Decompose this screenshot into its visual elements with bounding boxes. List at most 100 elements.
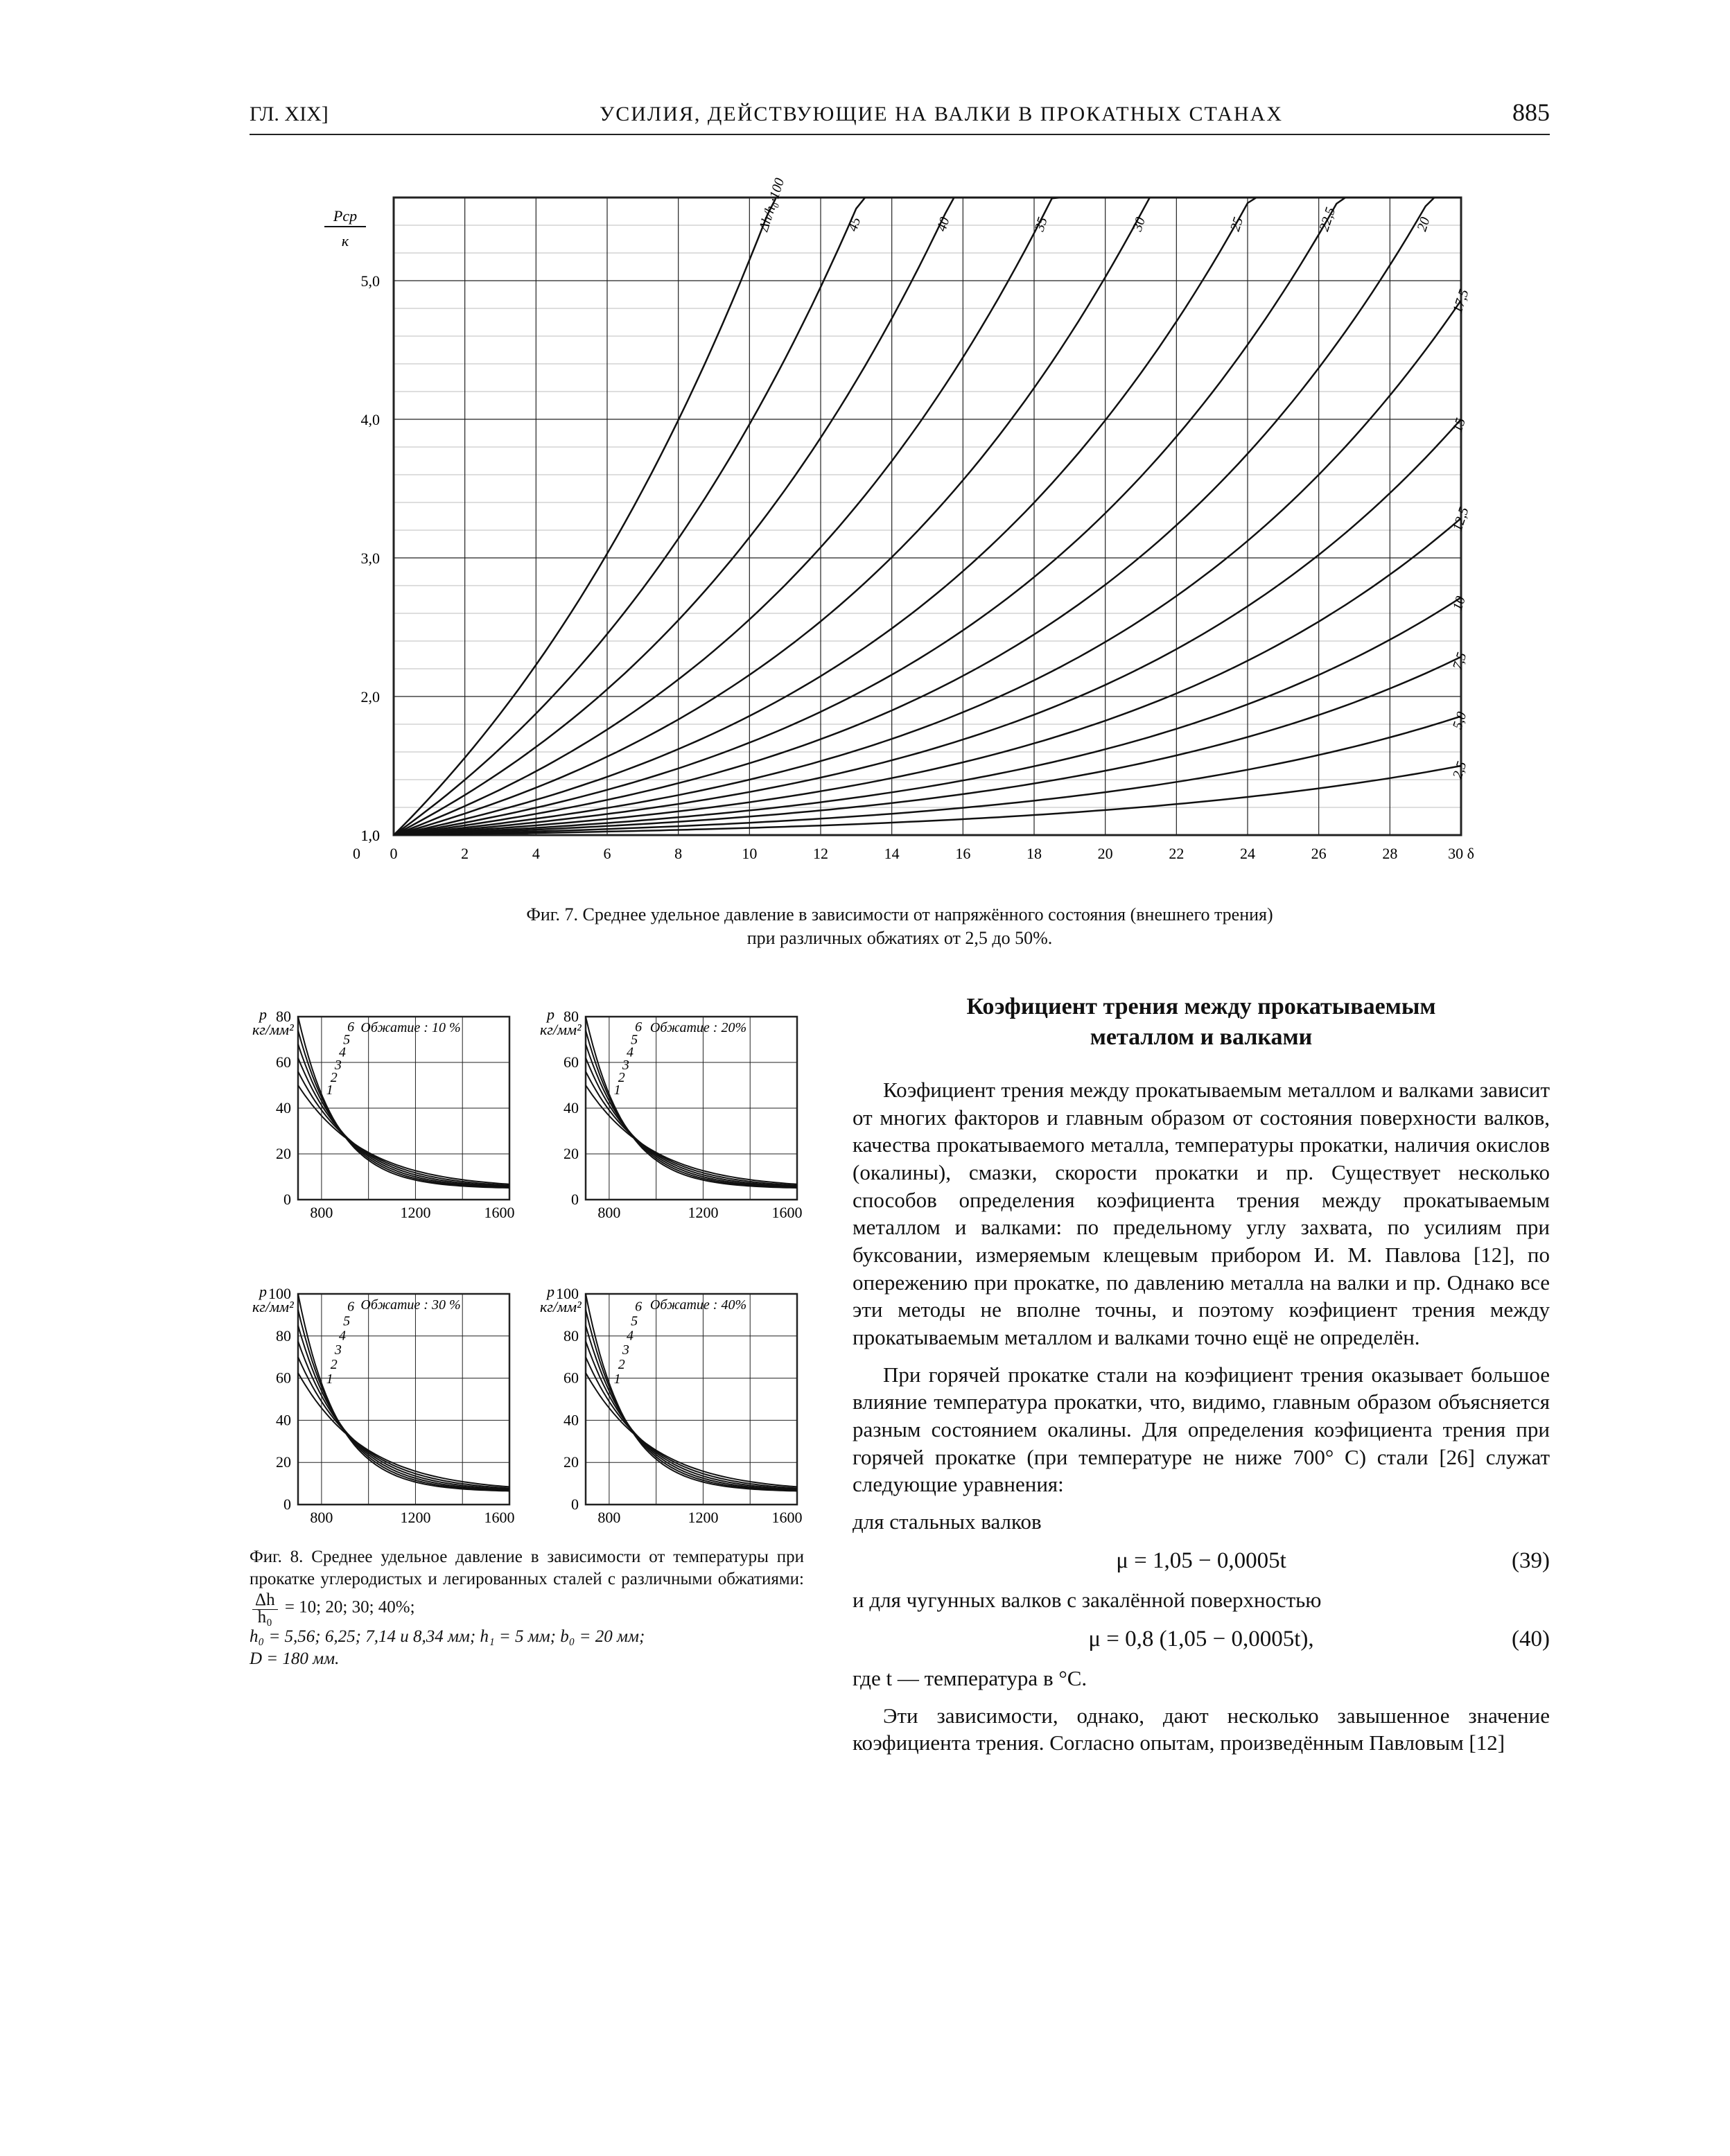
svg-text:Обжатие : 10 %: Обжатие : 10 % [360, 1020, 460, 1035]
line-steel-rolls: для стальных валков [853, 1508, 1550, 1536]
svg-text:3: 3 [334, 1342, 342, 1358]
section-heading-line2: металлом и валками [1090, 1024, 1312, 1050]
svg-text:17,5: 17,5 [1450, 288, 1472, 315]
svg-text:20: 20 [563, 1145, 579, 1162]
equation-39-number: (39) [1512, 1547, 1550, 1575]
svg-text:12,5: 12,5 [1450, 505, 1472, 533]
svg-text:80: 80 [276, 1326, 291, 1344]
running-head-center: УСИЛИЯ, ДЕЙСТВУЮЩИЕ НА ВАЛКИ В ПРОКАТНЫХ… [430, 101, 1453, 128]
svg-text:1200: 1200 [400, 1204, 430, 1221]
svg-text:6: 6 [635, 1299, 642, 1314]
running-head-left: ГЛ. XIX] [250, 101, 430, 128]
svg-text:кг/мм²: кг/мм² [540, 1298, 582, 1315]
svg-text:12: 12 [813, 845, 828, 862]
svg-text:0: 0 [283, 1191, 291, 1208]
svg-text:40: 40 [276, 1411, 291, 1428]
svg-text:5: 5 [631, 1313, 638, 1329]
svg-text:800: 800 [597, 1509, 620, 1526]
svg-text:22,5: 22,5 [1316, 205, 1338, 233]
svg-text:5,0: 5,0 [1450, 710, 1470, 731]
figure-7-caption: Фиг. 7. Среднее удельное давление в зави… [380, 903, 1419, 950]
svg-text:2,5: 2,5 [1450, 760, 1470, 781]
svg-text:1: 1 [326, 1371, 333, 1387]
svg-text:20: 20 [276, 1145, 291, 1162]
fig7-caption-line1: Фиг. 7. Среднее удельное давление в зави… [526, 904, 1273, 924]
svg-text:5: 5 [343, 1313, 350, 1329]
svg-text:3: 3 [622, 1342, 629, 1358]
figure-8-grid: 02040608080012001600 °Cpкг/мм²Обжатие : … [250, 992, 804, 1532]
svg-text:4,0: 4,0 [361, 411, 381, 428]
fig8-cap-frac: Δh h₀ [252, 1591, 278, 1626]
svg-text:16: 16 [955, 845, 970, 862]
svg-text:45: 45 [845, 216, 864, 234]
svg-text:Обжатие : 40%: Обжатие : 40% [650, 1297, 746, 1313]
fig8-cap-2b: = 10; 20; 30; 40%; [285, 1597, 415, 1616]
svg-text:2,0: 2,0 [361, 688, 381, 705]
svg-text:0: 0 [283, 1496, 291, 1513]
svg-text:10: 10 [1450, 595, 1469, 613]
svg-text:8: 8 [674, 845, 682, 862]
svg-text:0: 0 [571, 1191, 579, 1208]
figure-8-panel-10pct: 02040608080012001600 °Cpкг/мм²Обжатие : … [250, 992, 516, 1227]
svg-text:60: 60 [276, 1053, 291, 1071]
svg-text:60: 60 [276, 1369, 291, 1386]
fig8-cap-4: D = 180 мм. [250, 1649, 339, 1668]
svg-text:60: 60 [563, 1369, 579, 1386]
fig8-cap-3: h₀ = 5,56; 6,25; 7,14 и 8,34 мм; h₁ = 5 … [250, 1627, 645, 1646]
svg-text:6: 6 [604, 845, 611, 862]
svg-text:кг/мм²: кг/мм² [252, 1021, 294, 1038]
svg-text:1600 °C: 1600 °C [484, 1204, 516, 1221]
svg-text:1,0: 1,0 [361, 827, 381, 844]
svg-text:4: 4 [627, 1328, 634, 1343]
line-cast-iron: и для чугунных валков с закалённой повер… [853, 1586, 1550, 1614]
svg-text:3,0: 3,0 [361, 550, 381, 567]
svg-text:7,5: 7,5 [1450, 651, 1470, 672]
svg-text:1600 °C: 1600 °C [772, 1509, 804, 1526]
svg-text:40: 40 [276, 1099, 291, 1116]
running-head: ГЛ. XIX] УСИЛИЯ, ДЕЙСТВУЮЩИЕ НА ВАЛКИ В … [250, 97, 1550, 135]
svg-text:800: 800 [597, 1204, 620, 1221]
section-heading: Коэфициент трения между прокатываемым ме… [853, 992, 1550, 1053]
figure-8-caption: Фиг. 8. Среднее удельное давление в зави… [250, 1546, 804, 1671]
svg-text:80: 80 [563, 1326, 579, 1344]
svg-text:15: 15 [1450, 416, 1469, 434]
figure-8: 02040608080012001600 °Cpкг/мм²Обжатие : … [250, 992, 804, 1671]
svg-text:14: 14 [884, 845, 900, 862]
svg-text:6: 6 [347, 1299, 354, 1314]
svg-text:20: 20 [1098, 845, 1113, 862]
svg-text:2: 2 [618, 1357, 625, 1372]
paragraph-2: При горячей прокатке стали на коэфициент… [853, 1361, 1550, 1498]
section-heading-line1: Коэфициент трения между прокатываемым [966, 994, 1435, 1019]
equation-39-body: μ = 1,05 − 0,0005t [1116, 1547, 1286, 1575]
paragraph-4: Эти зависимости, однако, дают несколько … [853, 1702, 1550, 1757]
svg-text:10: 10 [742, 845, 757, 862]
svg-text:22: 22 [1169, 845, 1184, 862]
svg-text:1200: 1200 [688, 1509, 718, 1526]
figure-7: 024681012141618202224262830 δ1,02,03,04,… [311, 177, 1489, 884]
svg-text:2: 2 [331, 1357, 338, 1372]
paragraph-1: Коэфициент трения между прокатываемым ме… [853, 1076, 1550, 1351]
svg-text:1600 °C: 1600 °C [484, 1509, 516, 1526]
svg-text:1200: 1200 [400, 1509, 430, 1526]
svg-text:кг/мм²: кг/мм² [252, 1298, 294, 1315]
svg-text:6: 6 [635, 1019, 642, 1035]
figure-8-panel-40pct: 02040608010080012001600 °Cpкг/мм²Обжатие… [537, 1269, 804, 1532]
svg-text:28: 28 [1382, 845, 1397, 862]
svg-text:к: к [342, 232, 349, 249]
svg-text:18: 18 [1026, 845, 1042, 862]
svg-text:1: 1 [614, 1371, 621, 1387]
svg-text:Pср: Pср [333, 207, 357, 225]
figure-7-chart: 024681012141618202224262830 δ1,02,03,04,… [311, 177, 1489, 884]
lower-block: 02040608080012001600 °Cpкг/мм²Обжатие : … [250, 992, 1550, 1767]
svg-text:0: 0 [390, 845, 398, 862]
fig8-frac-num: Δh [252, 1590, 278, 1610]
svg-text:40: 40 [563, 1099, 579, 1116]
svg-text:1200: 1200 [688, 1204, 718, 1221]
svg-text:Обжатие : 30 %: Обжатие : 30 % [360, 1297, 460, 1313]
page-number: 885 [1453, 97, 1550, 128]
svg-text:800: 800 [310, 1204, 333, 1221]
fig7-caption-line2: при различных обжатиях от 2,5 до 50%. [747, 928, 1053, 948]
svg-text:1600 °C: 1600 °C [772, 1204, 804, 1221]
text-column: Коэфициент трения между прокатываемым ме… [853, 992, 1550, 1767]
svg-text:25: 25 [1227, 216, 1246, 234]
